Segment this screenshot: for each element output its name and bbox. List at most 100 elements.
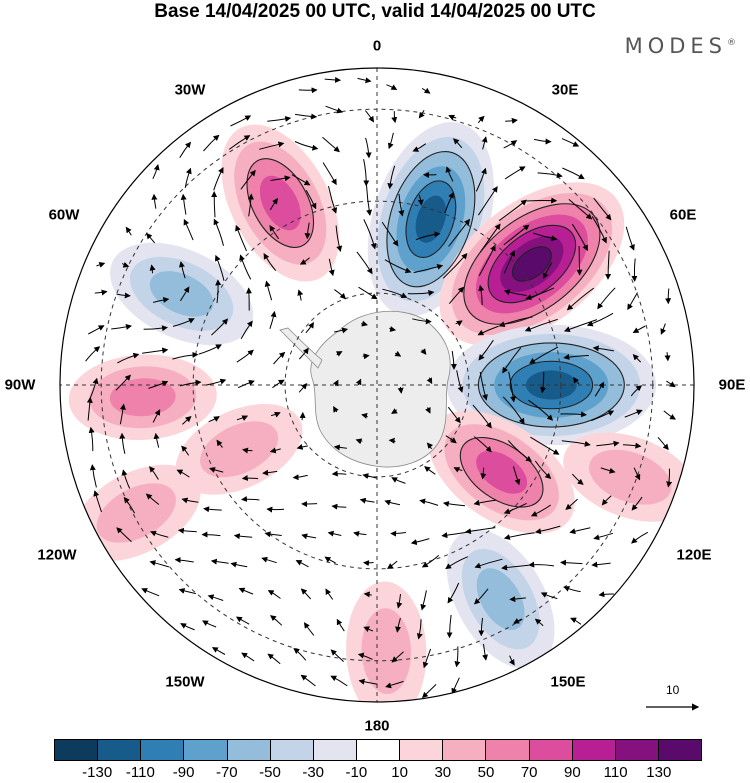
wind-vector	[454, 646, 461, 668]
wind-vector	[450, 350, 457, 370]
wind-vector	[465, 527, 496, 535]
wind-vector	[563, 353, 589, 360]
wind-vector	[560, 411, 587, 418]
wind-vector	[540, 592, 558, 600]
wind-vector	[269, 225, 280, 240]
wind-vector	[532, 232, 558, 242]
wind-vector	[415, 231, 441, 241]
wind-vector	[451, 677, 460, 695]
wind-vector	[294, 141, 319, 151]
wind-vector	[455, 320, 463, 327]
wind-vector	[85, 346, 101, 362]
wind-vector	[444, 192, 454, 214]
colorbar-tick-label: -50	[259, 764, 281, 781]
wind-vector	[498, 316, 533, 327]
wind-vector	[529, 346, 559, 364]
lon-label-30e: 30E	[551, 81, 579, 99]
wind-vector	[478, 617, 485, 637]
wind-vector	[299, 257, 310, 265]
wind-vector	[177, 527, 197, 534]
anomaly-band	[525, 370, 577, 400]
wind-vector	[534, 618, 544, 627]
wind-vector	[148, 380, 169, 389]
wind-vector	[174, 556, 194, 563]
wind-vector	[361, 412, 368, 419]
wind-vector	[215, 254, 225, 281]
wind-vector	[407, 290, 435, 296]
wind-vector	[421, 684, 437, 699]
wind-vector	[571, 473, 584, 485]
wind-vector	[426, 442, 434, 450]
wind-vector	[264, 280, 273, 301]
lon-label-120w: 120W	[37, 546, 77, 564]
wind-vector	[181, 497, 199, 504]
wind-vector	[235, 616, 250, 625]
wind-vector	[291, 174, 311, 186]
wind-vector	[627, 292, 638, 311]
wind-vector	[178, 261, 186, 279]
wind-vector	[412, 143, 427, 152]
wind-vector	[211, 191, 218, 218]
wind-vector	[303, 622, 315, 636]
wind-vector	[149, 560, 170, 568]
wind-vector	[388, 437, 396, 444]
wind-vector	[447, 406, 461, 424]
wind-vector	[213, 167, 224, 191]
wind-vector	[397, 386, 404, 394]
wind-vector	[325, 588, 334, 600]
wind-vector	[183, 218, 194, 241]
colorbar-tick-label: 50	[477, 764, 495, 781]
wind-vector	[211, 318, 229, 336]
wind-vector	[591, 216, 607, 244]
brand-text: MODES	[624, 34, 727, 58]
wind-vector	[238, 587, 254, 595]
colorbar-swatch	[400, 740, 444, 760]
wind-vector	[386, 560, 398, 569]
wind-vector	[528, 561, 554, 568]
wind-vector	[473, 499, 497, 506]
wind-vector	[209, 467, 224, 473]
wind-vector	[145, 493, 160, 505]
wind-vector	[296, 443, 308, 450]
anomaly-band	[149, 271, 214, 317]
wind-vector	[601, 495, 612, 506]
wind-vector	[96, 262, 106, 268]
wind-vector	[300, 674, 316, 687]
wind-vector	[417, 194, 424, 206]
wind-vector	[361, 320, 368, 327]
lon-label-60w: 60W	[48, 206, 80, 224]
wind-vector	[365, 110, 375, 123]
wind-vector	[267, 653, 281, 665]
wind-vector	[509, 655, 515, 666]
wind-vector	[448, 218, 471, 247]
wind-vector	[381, 221, 399, 247]
wind-vector	[211, 647, 226, 655]
wind-vector	[425, 406, 431, 414]
wind-vector	[216, 439, 223, 448]
wind-vector	[295, 560, 309, 568]
wind-vector	[358, 286, 378, 300]
wind-vector	[267, 590, 281, 599]
wind-vector	[116, 292, 131, 299]
wind-vector	[335, 225, 343, 252]
wind-vector	[442, 500, 466, 507]
contour-line	[487, 224, 577, 304]
wind-vector	[503, 502, 527, 514]
wind-vector	[299, 411, 306, 421]
wind-vector	[421, 87, 431, 94]
wind-vector	[270, 412, 281, 418]
wind-vector	[241, 496, 260, 503]
antarctica-landmass	[279, 310, 451, 468]
lon-label-180: 180	[364, 717, 390, 735]
wind-vector	[322, 136, 340, 153]
wind-vector	[478, 339, 494, 361]
wind-vector	[501, 564, 529, 571]
wind-vector	[300, 588, 312, 600]
wind-vector	[445, 166, 454, 182]
wind-vectors	[85, 76, 676, 699]
contour-line	[246, 158, 315, 248]
wind-vector	[453, 467, 463, 473]
lon-label-150w: 150W	[165, 673, 205, 691]
wind-vector	[332, 379, 339, 387]
colorbar-swatch	[55, 740, 99, 760]
